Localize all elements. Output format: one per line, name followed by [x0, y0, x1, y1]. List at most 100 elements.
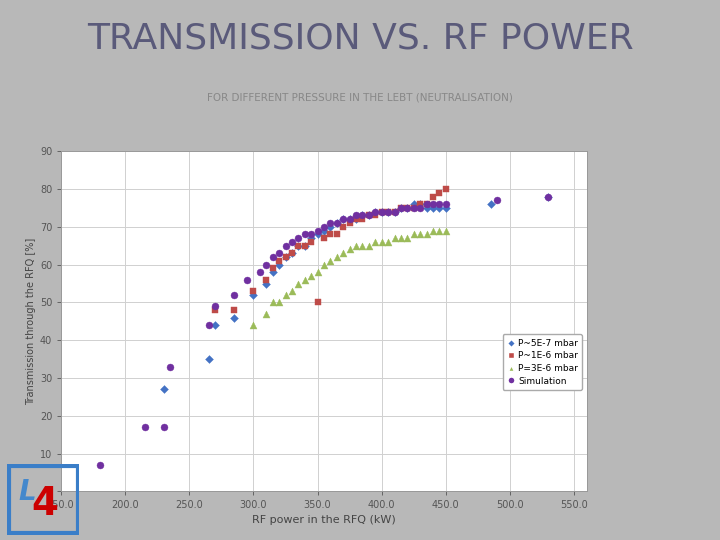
P~1E-6 mbar	[420, 200, 432, 208]
P~5E-7 mbar	[433, 204, 445, 212]
Text: FOR DIFFERENT PRESSURE IN THE LEBT (NEUTRALISATION): FOR DIFFERENT PRESSURE IN THE LEBT (NEUT…	[207, 92, 513, 103]
P~5E-7 mbar	[376, 207, 387, 216]
Text: 4: 4	[31, 485, 58, 523]
P~5E-7 mbar	[274, 260, 285, 269]
Simulation	[318, 222, 330, 231]
P~1E-6 mbar	[325, 230, 336, 239]
P=3E-6 mbar	[274, 298, 285, 307]
Simulation	[261, 260, 272, 269]
Simulation	[292, 234, 304, 242]
P~1E-6 mbar	[402, 204, 413, 212]
P~5E-7 mbar	[408, 200, 420, 208]
P~1E-6 mbar	[292, 241, 304, 250]
P~1E-6 mbar	[415, 200, 426, 208]
P~1E-6 mbar	[440, 185, 451, 193]
Simulation	[344, 215, 356, 224]
P~5E-7 mbar	[485, 200, 496, 208]
P~5E-7 mbar	[318, 226, 330, 235]
P~5E-7 mbar	[248, 291, 259, 299]
P~5E-7 mbar	[261, 279, 272, 288]
P~5E-7 mbar	[267, 268, 279, 276]
P~5E-7 mbar	[395, 204, 407, 212]
Simulation	[433, 200, 445, 208]
P~1E-6 mbar	[312, 298, 323, 307]
P~5E-7 mbar	[203, 355, 215, 363]
P=3E-6 mbar	[402, 234, 413, 242]
Simulation	[427, 200, 438, 208]
P~1E-6 mbar	[338, 222, 349, 231]
Simulation	[203, 321, 215, 329]
P~1E-6 mbar	[280, 253, 292, 261]
Simulation	[338, 215, 349, 224]
Simulation	[440, 200, 451, 208]
P~1E-6 mbar	[433, 188, 445, 197]
Simulation	[402, 204, 413, 212]
Simulation	[139, 423, 150, 431]
P~5E-7 mbar	[292, 241, 304, 250]
P~1E-6 mbar	[267, 264, 279, 273]
Simulation	[543, 192, 554, 201]
Simulation	[254, 268, 266, 276]
P~1E-6 mbar	[344, 219, 356, 227]
P~5E-7 mbar	[369, 207, 381, 216]
P~5E-7 mbar	[286, 249, 297, 258]
P~1E-6 mbar	[210, 306, 221, 314]
P=3E-6 mbar	[299, 275, 310, 284]
P=3E-6 mbar	[248, 321, 259, 329]
Simulation	[408, 204, 420, 212]
Simulation	[420, 200, 432, 208]
Simulation	[286, 238, 297, 246]
Simulation	[325, 219, 336, 227]
P~5E-7 mbar	[325, 222, 336, 231]
P=3E-6 mbar	[318, 260, 330, 269]
P=3E-6 mbar	[376, 238, 387, 246]
Simulation	[274, 249, 285, 258]
P=3E-6 mbar	[415, 230, 426, 239]
P~5E-7 mbar	[299, 241, 310, 250]
P~5E-7 mbar	[344, 215, 356, 224]
P=3E-6 mbar	[267, 298, 279, 307]
Simulation	[389, 207, 400, 216]
P~5E-7 mbar	[331, 219, 343, 227]
Simulation	[312, 226, 323, 235]
P~1E-6 mbar	[351, 215, 362, 224]
X-axis label: RF power in the RFQ (kW): RF power in the RFQ (kW)	[252, 515, 396, 524]
P~5E-7 mbar	[338, 215, 349, 224]
Text: TRANSMISSION VS. RF POWER: TRANSMISSION VS. RF POWER	[86, 21, 634, 55]
Simulation	[280, 241, 292, 250]
P=3E-6 mbar	[427, 226, 438, 235]
P=3E-6 mbar	[382, 238, 394, 246]
Simulation	[164, 362, 176, 371]
P~1E-6 mbar	[363, 211, 374, 220]
P~1E-6 mbar	[382, 207, 394, 216]
P=3E-6 mbar	[331, 253, 343, 261]
P~1E-6 mbar	[427, 192, 438, 201]
P~1E-6 mbar	[305, 238, 317, 246]
P=3E-6 mbar	[395, 234, 407, 242]
Simulation	[491, 196, 503, 205]
P=3E-6 mbar	[420, 230, 432, 239]
Simulation	[351, 211, 362, 220]
P~1E-6 mbar	[369, 211, 381, 220]
Simulation	[94, 461, 105, 469]
Simulation	[415, 204, 426, 212]
P~5E-7 mbar	[228, 313, 240, 322]
P~5E-7 mbar	[351, 215, 362, 224]
P~1E-6 mbar	[356, 215, 368, 224]
Simulation	[267, 253, 279, 261]
Simulation	[299, 230, 310, 239]
Simulation	[331, 219, 343, 227]
P~1E-6 mbar	[274, 256, 285, 265]
P~5E-7 mbar	[389, 207, 400, 216]
P~1E-6 mbar	[261, 275, 272, 284]
Simulation	[210, 302, 221, 310]
P=3E-6 mbar	[292, 279, 304, 288]
Simulation	[395, 204, 407, 212]
P~5E-7 mbar	[158, 385, 169, 394]
P=3E-6 mbar	[344, 245, 356, 254]
P~1E-6 mbar	[395, 204, 407, 212]
P=3E-6 mbar	[305, 272, 317, 280]
P=3E-6 mbar	[261, 309, 272, 318]
Simulation	[382, 207, 394, 216]
P=3E-6 mbar	[325, 256, 336, 265]
